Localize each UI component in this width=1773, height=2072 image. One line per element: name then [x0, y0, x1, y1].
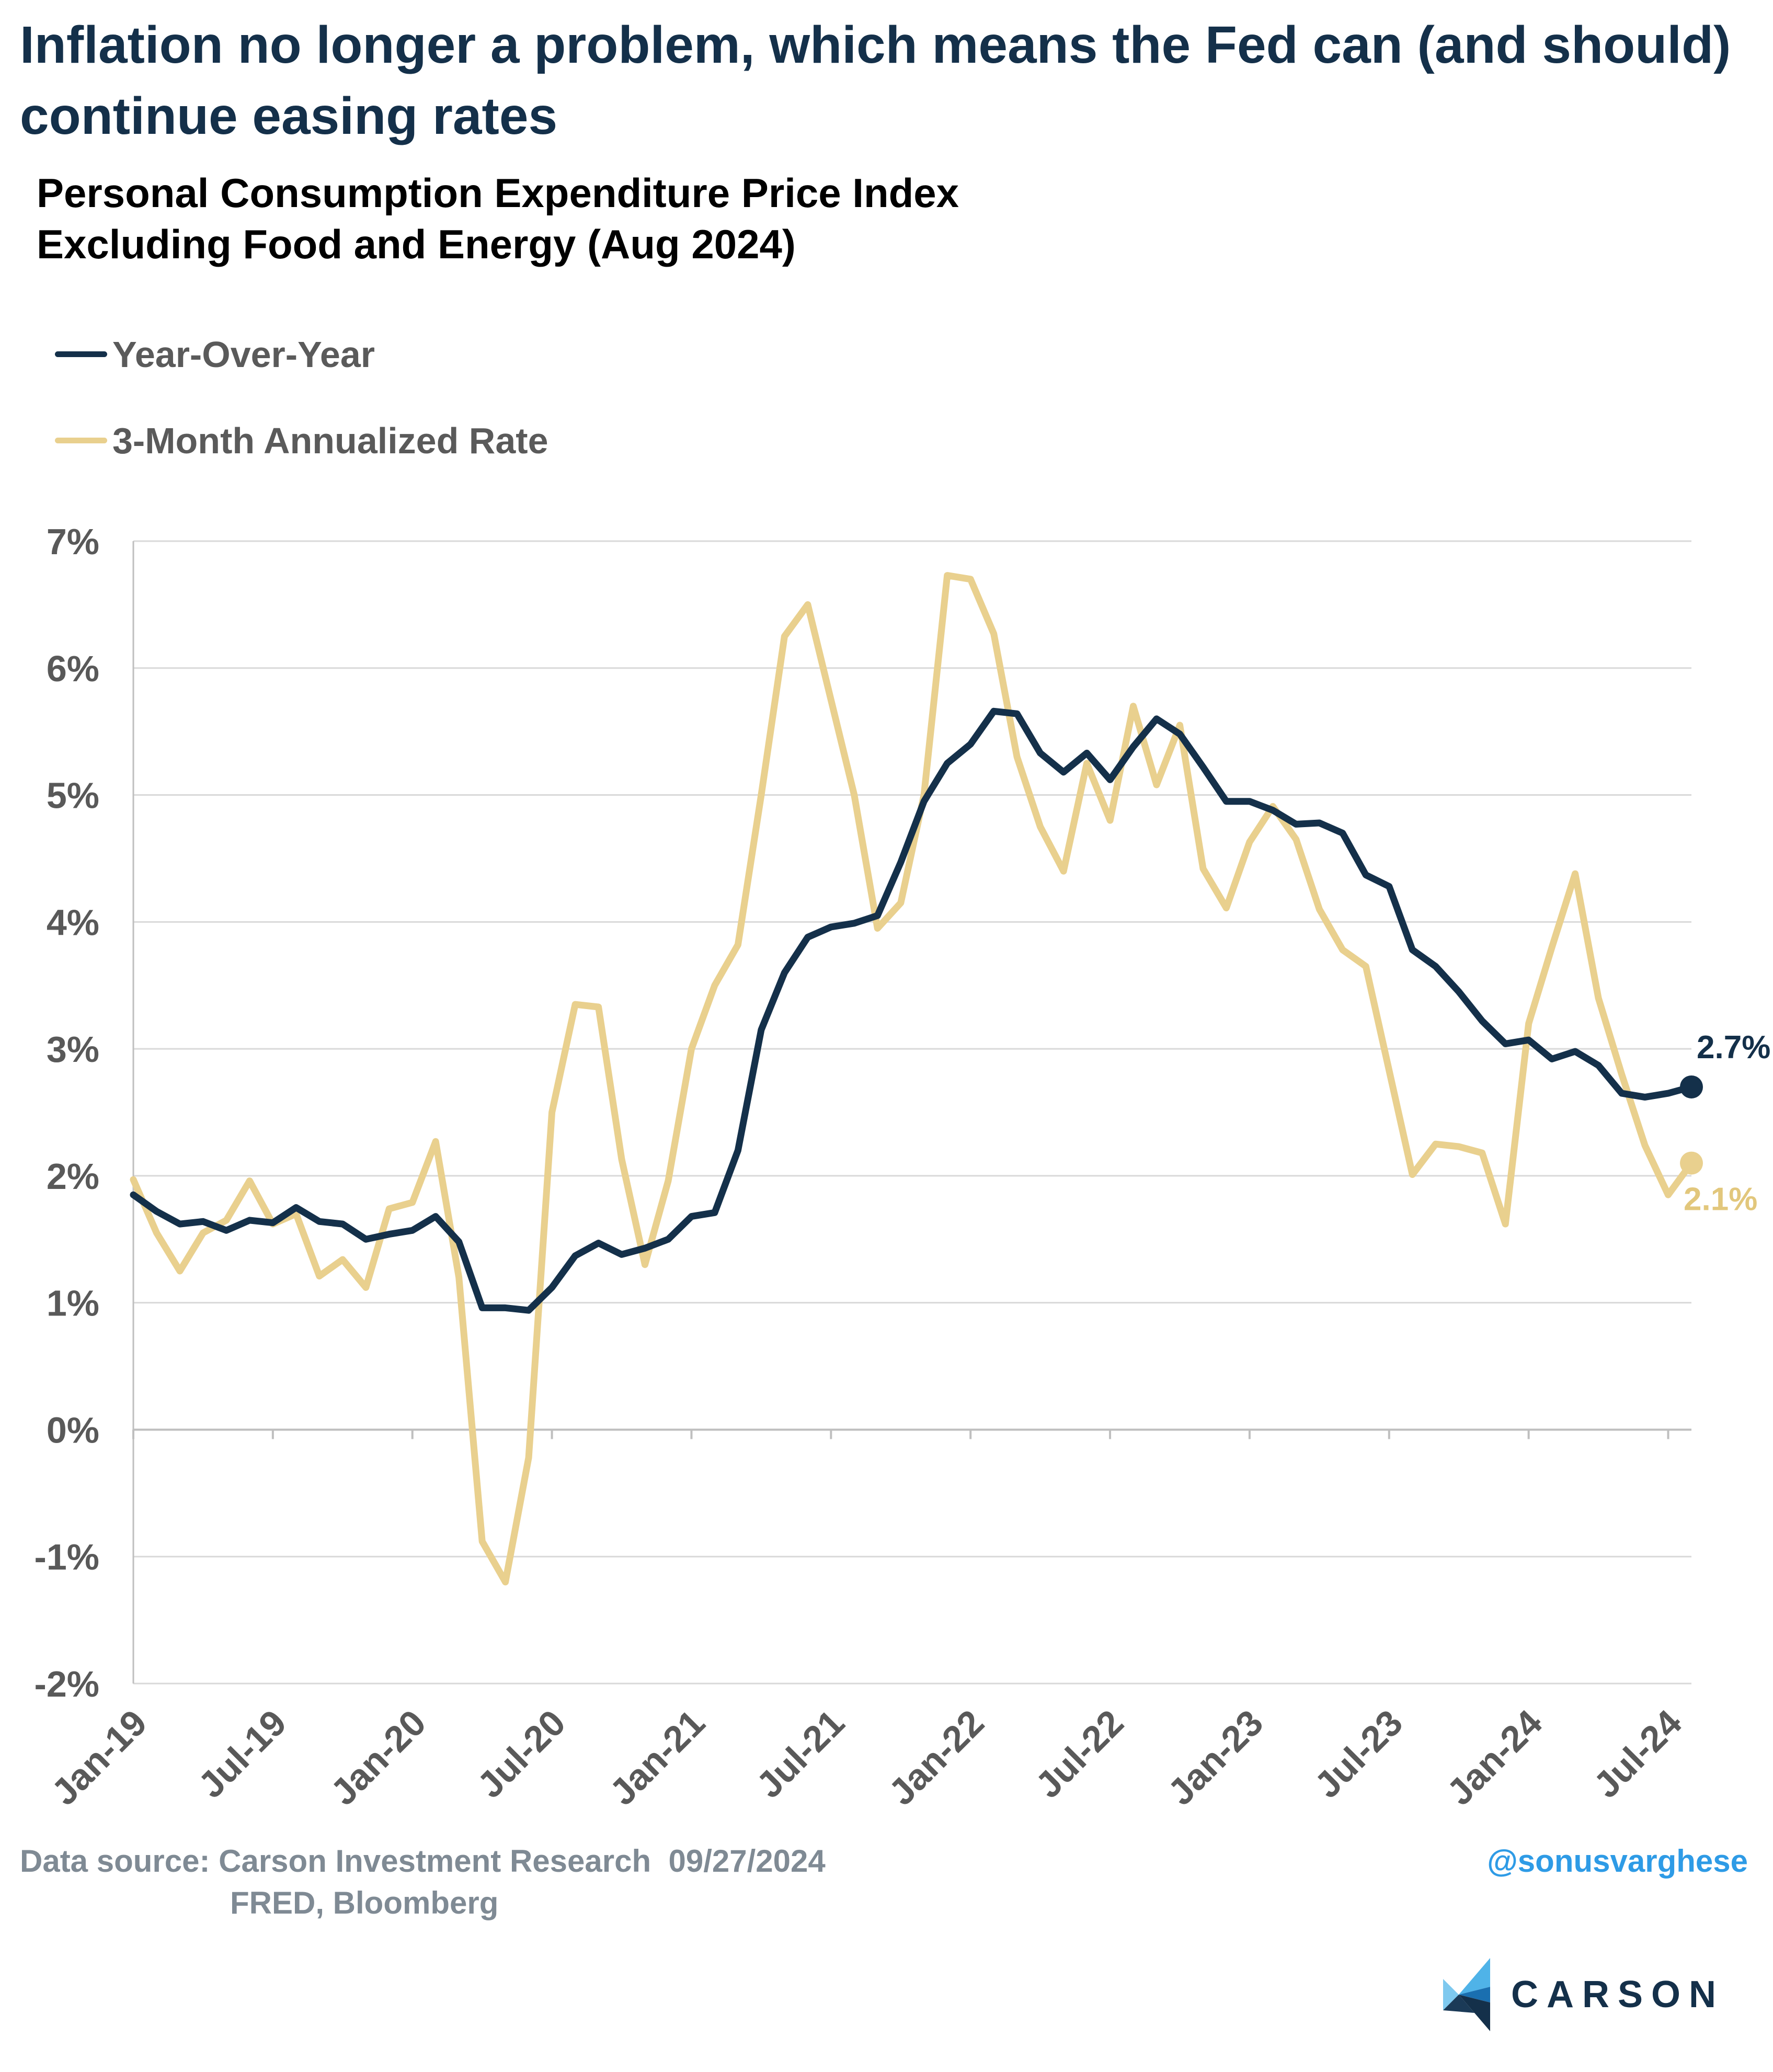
legend-swatch-3m	[55, 438, 107, 443]
y-tick-label: 2%	[47, 1156, 99, 1197]
x-tick-label: Jan-19	[44, 1702, 155, 1813]
chart-title-line2: Excluding Food and Energy (Aug 2024)	[37, 221, 796, 267]
x-tick-label: Jan-22	[881, 1702, 992, 1813]
y-tick-label: -2%	[35, 1664, 99, 1704]
y-tick-label: 0%	[47, 1410, 99, 1450]
y-axis: 7% 6% 5% 4% 3% 2% 1% 0% -1% -2%	[35, 521, 134, 1704]
y-tick-label: 5%	[47, 775, 99, 816]
y-tick-label: 3%	[47, 1029, 99, 1070]
legend-label-3m: 3-Month Annualized Rate	[112, 420, 548, 461]
x-tick-label: Jul-23	[1307, 1702, 1410, 1805]
headline: Inflation no longer a problem, which mea…	[20, 16, 1731, 145]
end-marker-yoy	[1680, 1075, 1703, 1098]
data-source-line2: FRED, Bloomberg	[230, 1885, 499, 1920]
x-tick-label: Jan-20	[323, 1702, 433, 1813]
end-label-yoy: 2.7%	[1697, 1029, 1770, 1066]
legend-item-3m: 3-Month Annualized Rate	[55, 397, 548, 484]
end-markers: 2.7% 2.1%	[1680, 1029, 1770, 1218]
data-source: Data source: Carson Investment Research …	[20, 1844, 826, 1879]
x-tick-label: Jul-19	[190, 1702, 294, 1805]
author-handle[interactable]: @sonusvarghese	[1487, 1844, 1748, 1879]
y-tick-label: -1%	[35, 1537, 99, 1577]
end-label-3m: 2.1%	[1684, 1182, 1757, 1218]
legend-swatch-yoy	[55, 351, 107, 357]
y-tick-label: 4%	[47, 902, 99, 943]
y-tick-label: 6%	[47, 648, 99, 689]
end-marker-3m	[1680, 1151, 1703, 1175]
series-lines	[130, 572, 1695, 1586]
chart-title: Personal Consumption Expenditure Price I…	[37, 167, 1291, 270]
x-axis: Jan-19 Jul-19 Jan-20 Jul-20 Jan-21 Jul-21 Jan-…	[44, 1429, 1689, 1813]
x-tick-label: Jul-24	[1586, 1702, 1689, 1805]
gridlines	[133, 540, 1691, 1685]
x-tick-label: Jan-21	[602, 1702, 713, 1813]
y-tick-label: 7%	[47, 521, 99, 562]
carson-logo-icon	[1443, 1958, 1490, 2031]
legend-label-yoy: Year-Over-Year	[112, 334, 375, 375]
series-line-3m	[130, 572, 1695, 1586]
x-tick-label: Jul-21	[749, 1702, 852, 1805]
x-tick-label: Jan-23	[1160, 1702, 1271, 1813]
carson-logo-text: CARSON	[1511, 1974, 1725, 2016]
series-line-yoy	[130, 707, 1695, 1314]
carson-logo: CARSON	[1443, 1958, 1724, 2031]
line-chart: 7% 6% 5% 4% 3% 2% 1% 0% -1% -2% Jan-19 Jul-19 Jan-2…	[35, 521, 1771, 1813]
x-tick-label: Jul-20	[470, 1702, 573, 1805]
legend: Year-Over-Year 3-Month Annualized Rate	[55, 311, 548, 484]
y-tick-label: 1%	[47, 1283, 99, 1324]
chart-title-line1: Personal Consumption Expenditure Price I…	[37, 170, 959, 216]
x-tick-label: Jul-22	[1027, 1702, 1131, 1805]
legend-item-yoy: Year-Over-Year	[55, 311, 548, 397]
x-tick-label: Jan-24	[1439, 1702, 1550, 1813]
